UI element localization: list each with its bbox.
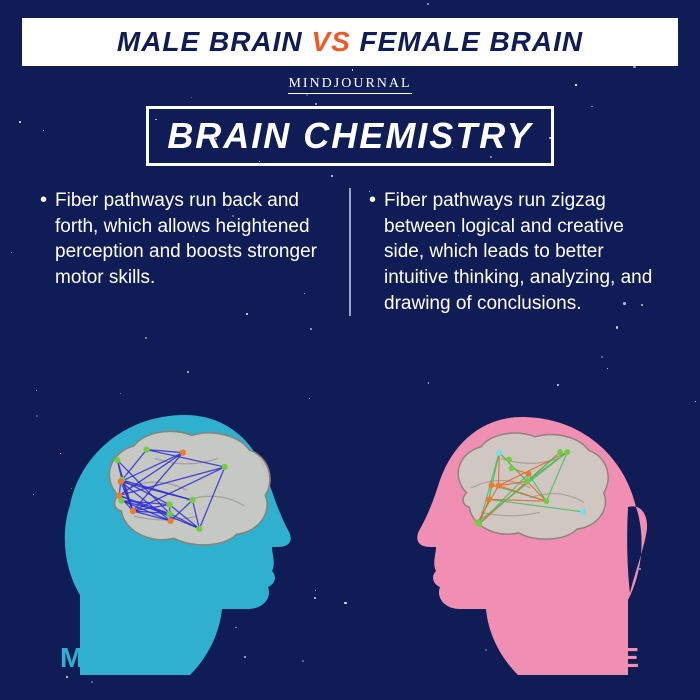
title-part-2: FEMALE BRAIN bbox=[351, 26, 583, 57]
source-label: MINDJOURNAL bbox=[22, 76, 678, 94]
title-part-1: MALE BRAIN bbox=[117, 26, 312, 57]
female-head bbox=[390, 395, 650, 680]
subtitle-banner: BRAIN CHEMISTRY bbox=[146, 106, 553, 166]
source-text: MINDJOURNAL bbox=[288, 76, 411, 94]
female-bullet: • Fiber pathways run zigzag between logi… bbox=[369, 188, 660, 316]
male-label: MALE bbox=[60, 642, 143, 674]
male-bullet-text: Fiber pathways run back and forth, which… bbox=[55, 188, 331, 291]
comparison-columns: • Fiber pathways run back and forth, whi… bbox=[22, 188, 678, 316]
title-banner: MALE BRAIN VS FEMALE BRAIN bbox=[22, 18, 678, 66]
infographic-root: MALE BRAIN VS FEMALE BRAIN MINDJOURNAL B… bbox=[0, 0, 700, 700]
male-head bbox=[50, 395, 320, 680]
female-head-svg bbox=[390, 395, 650, 675]
heads-area: MALE FEMALE bbox=[0, 370, 700, 680]
female-label: FEMALE bbox=[519, 642, 640, 674]
title-part-vs: VS bbox=[311, 26, 350, 57]
female-column: • Fiber pathways run zigzag between logi… bbox=[351, 188, 678, 316]
bullet-dot: • bbox=[369, 188, 376, 316]
male-column: • Fiber pathways run back and forth, whi… bbox=[22, 188, 351, 316]
male-head-svg bbox=[50, 395, 320, 675]
female-bullet-text: Fiber pathways run zigzag between logica… bbox=[384, 188, 660, 316]
bullet-dot: • bbox=[40, 188, 47, 291]
male-bullet: • Fiber pathways run back and forth, whi… bbox=[40, 188, 331, 291]
